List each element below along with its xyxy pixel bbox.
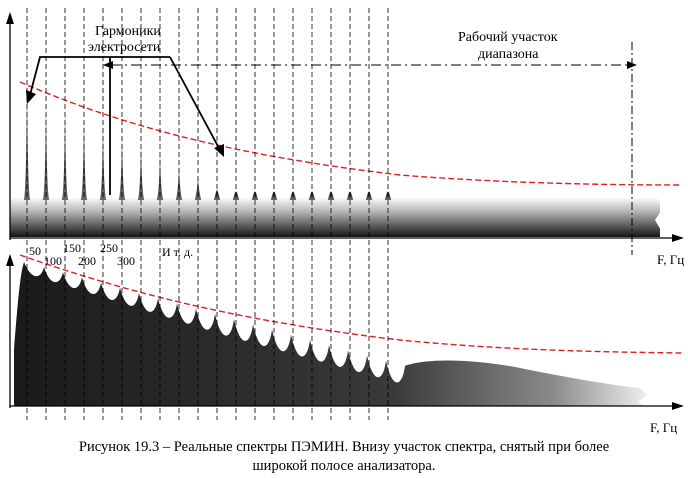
work-range-label-line1: Рабочий участок — [458, 30, 558, 45]
work-range-arrowhead-right — [627, 61, 637, 69]
top-spectrum-panel: Гармоники электросети Рабочий участок ди… — [6, 12, 684, 267]
x-axis-bottom-arrowhead — [672, 402, 684, 410]
harmonics-label-line2: электросети — [88, 40, 161, 55]
y-axis-bottom-arrowhead — [6, 254, 14, 266]
tick-200: 200 — [78, 254, 96, 268]
tick-150: 150 — [63, 241, 81, 255]
work-range-label-line2: диапазона — [478, 47, 539, 62]
y-axis-top-arrowhead — [6, 12, 14, 24]
noise-floor-band — [10, 197, 660, 237]
band-right-edge — [655, 197, 665, 237]
figure-caption: Рисунок 19.3 – Реальные спектры ПЭМИН. В… — [0, 438, 688, 476]
threshold-curve-top — [19, 81, 683, 186]
tick-250: 250 — [100, 241, 118, 255]
harmonics-pointer-right-arrowhead — [214, 144, 224, 157]
harmonics-label-line1: Гармоники — [95, 24, 161, 39]
caption-line1: Рисунок 19.3 – Реальные спектры ПЭМИН. В… — [78, 439, 610, 455]
tick-100: 100 — [44, 254, 62, 268]
harmonic-spikes — [23, 80, 392, 200]
tick-300: 300 — [117, 254, 135, 268]
work-range-arrowhead-left — [103, 61, 113, 69]
harmonics-pointer-left-arrowhead — [26, 90, 36, 104]
harmonics-pointer-right — [169, 56, 221, 151]
x-axis-top-arrowhead — [672, 234, 684, 242]
freq-axis-label-top: F, Гц — [657, 252, 684, 267]
etc-label: И т. д. — [162, 245, 193, 259]
harmonics-pointer-left — [29, 56, 96, 96]
frequency-tick-labels: 50 100 150 200 250 300 И т. д. — [29, 241, 193, 268]
harmonic-spike-3 — [80, 116, 88, 200]
tick-50: 50 — [29, 244, 41, 258]
harmonic-grid-lines — [26, 8, 389, 420]
freq-axis-label-bottom: F, Гц — [650, 420, 677, 435]
harmonic-spike-5 — [118, 133, 126, 200]
harmonic-spike-8 — [175, 165, 183, 200]
harmonic-spike-1 — [42, 101, 50, 200]
wideband-spectrum-fill — [14, 262, 648, 406]
bottom-spectrum-panel: F, Гц — [6, 254, 684, 435]
caption-line2: широкой полосе анализатора. — [252, 458, 436, 474]
